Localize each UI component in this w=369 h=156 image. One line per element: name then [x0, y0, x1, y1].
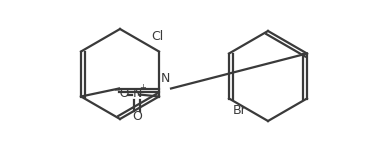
Text: N: N [132, 87, 142, 100]
Text: N: N [161, 71, 170, 85]
Text: Cl: Cl [151, 31, 163, 44]
Text: +: + [139, 83, 146, 92]
Text: Br: Br [233, 105, 247, 117]
Text: O: O [132, 110, 142, 123]
Text: ⁻O: ⁻O [113, 87, 129, 100]
